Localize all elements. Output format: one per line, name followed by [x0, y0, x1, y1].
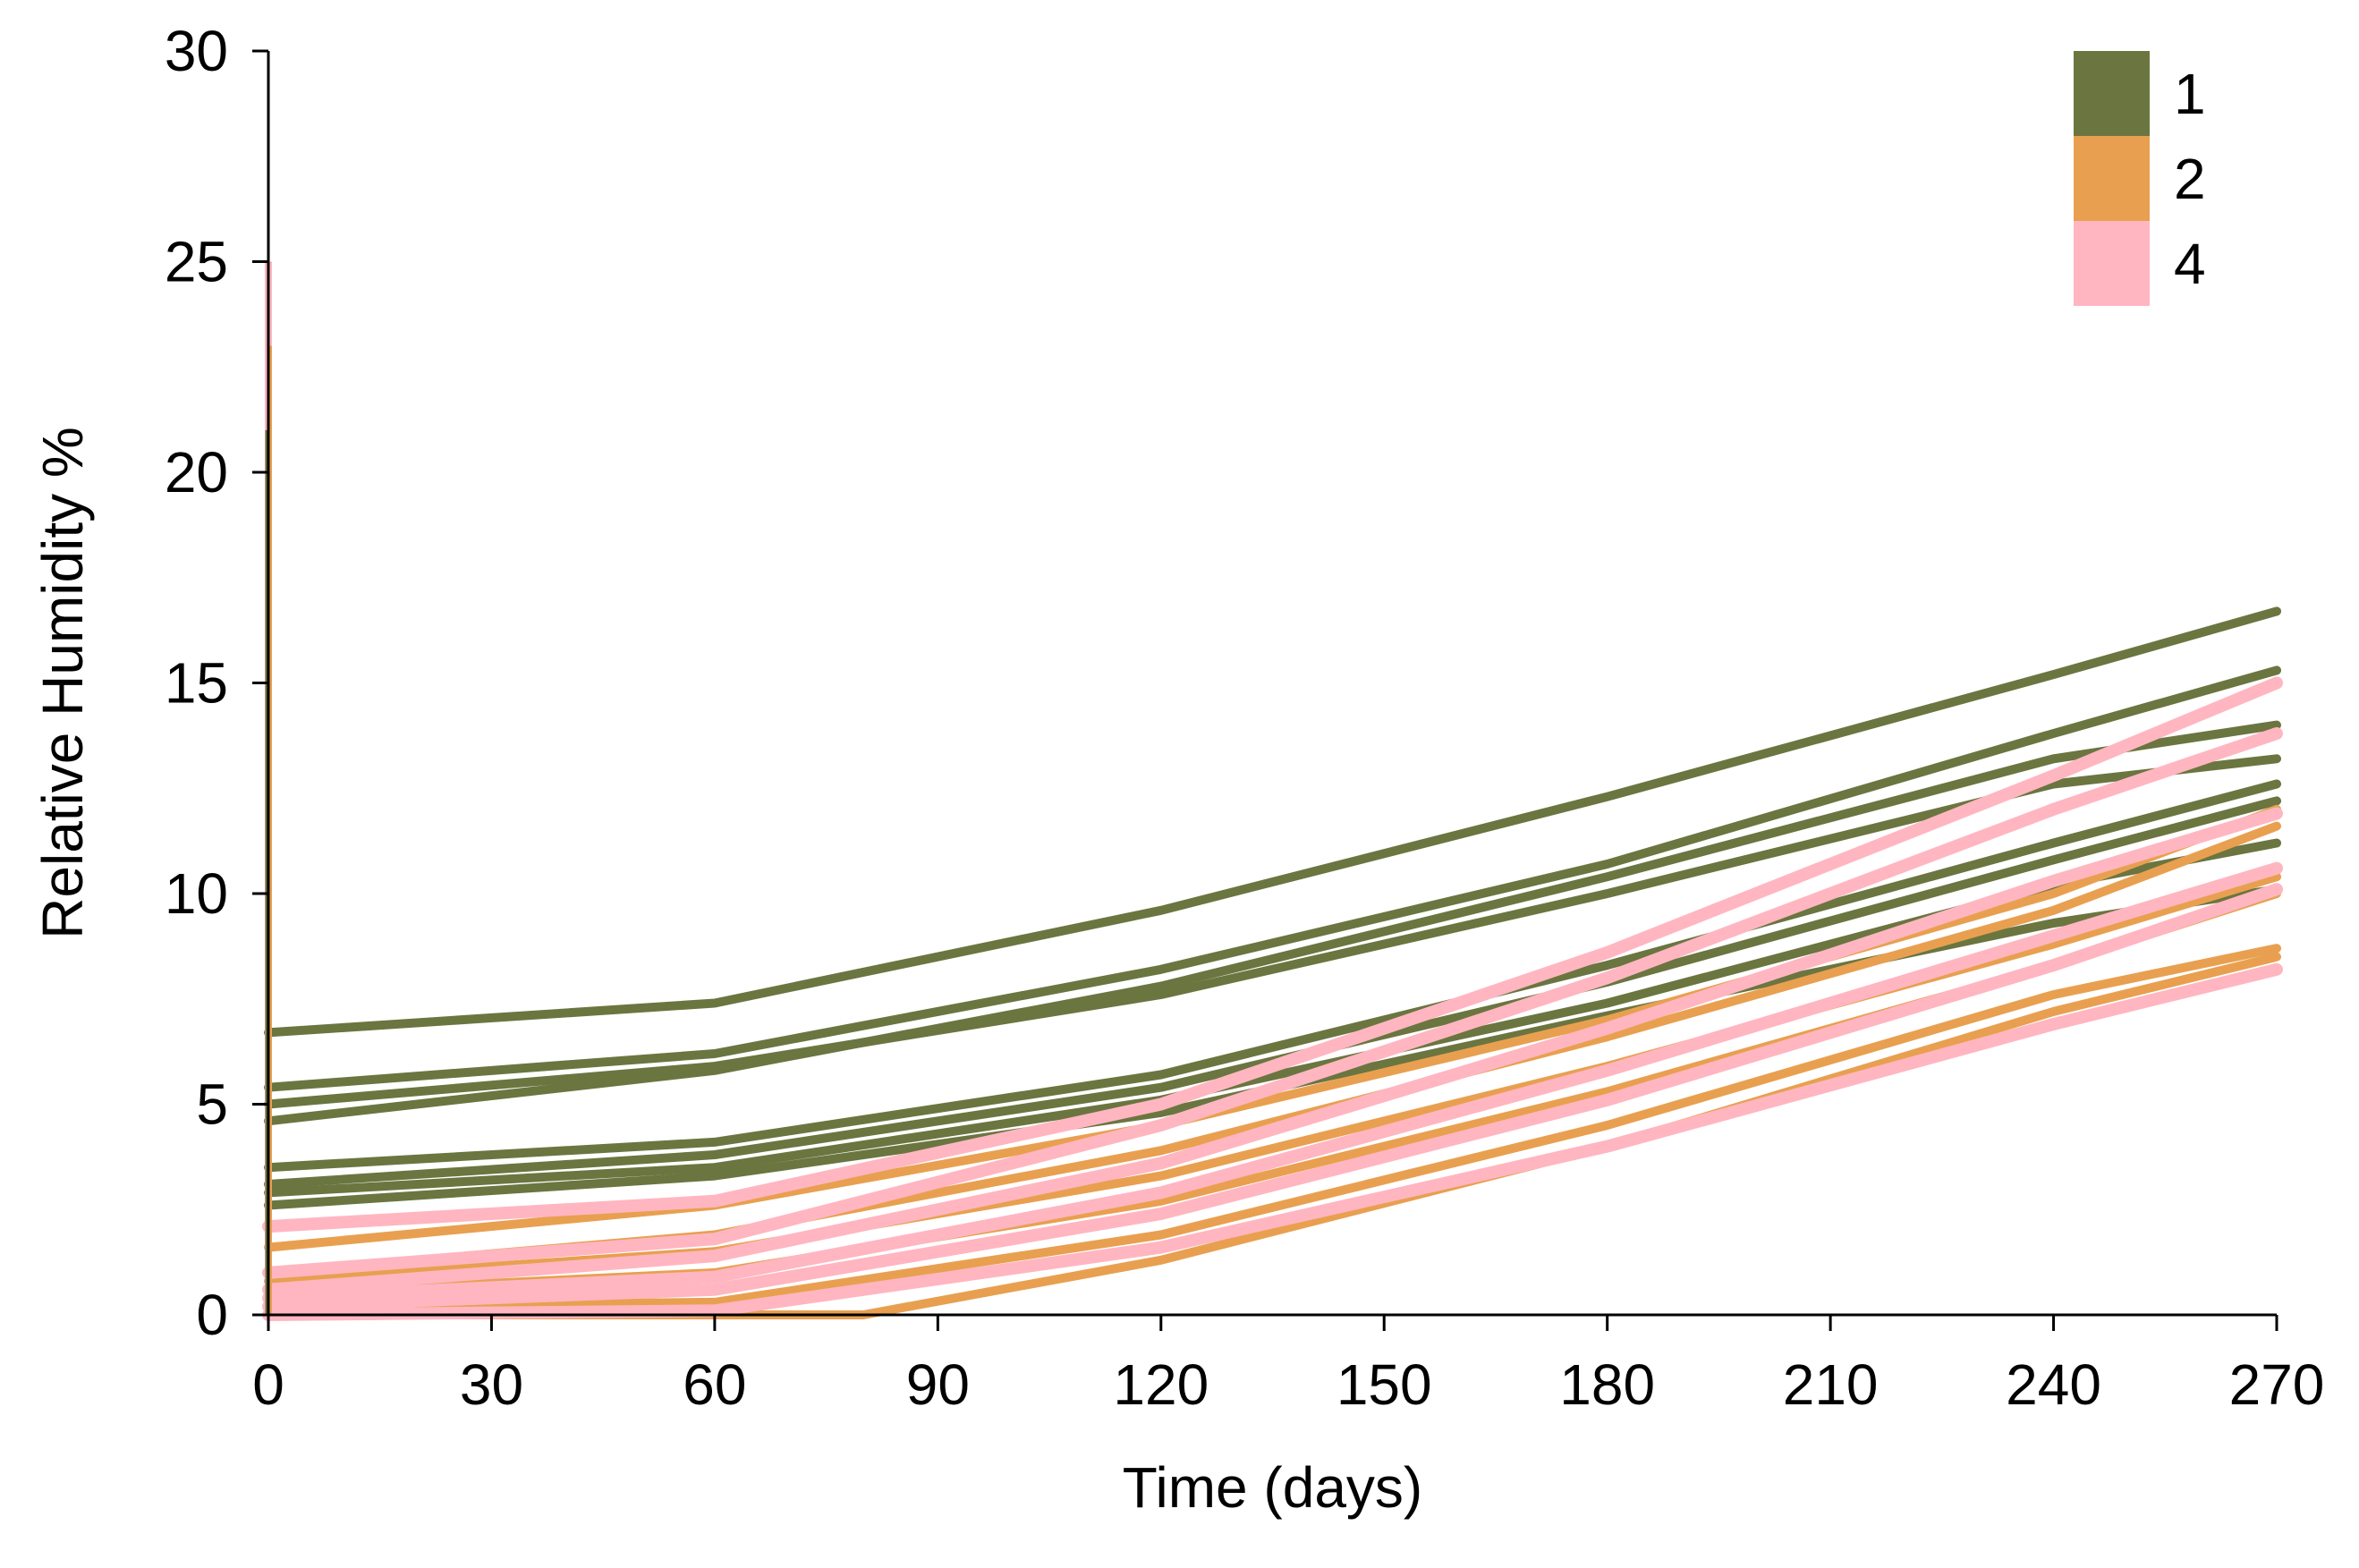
- y-tick-label-10: 10: [165, 861, 228, 926]
- series-line-group-1-3: [264, 720, 2281, 1126]
- series-line-group-4-16: [262, 727, 2283, 1279]
- x-tick-label-90: 90: [906, 1352, 970, 1417]
- y-tick-label-30: 30: [165, 19, 228, 83]
- x-tick-label-120: 120: [1113, 1352, 1209, 1417]
- series-line-group-4-18: [262, 861, 2283, 1305]
- series-line-group-1-4: [264, 754, 2281, 1109]
- y-tick-label-5: 5: [196, 1072, 228, 1137]
- y-axis-title: Relative Humidity %: [30, 427, 95, 939]
- series-line-group-1-2: [264, 665, 2281, 1092]
- x-tick-label-0: 0: [252, 1352, 284, 1417]
- series-line-group-4-20: [262, 962, 2283, 1321]
- series-line-group-1-5: [264, 779, 2281, 1173]
- y-tick-label-20: 20: [165, 440, 228, 504]
- x-tick-label-210: 210: [1783, 1352, 1879, 1417]
- legend-label-1: 1: [2174, 62, 2206, 126]
- series-line-group-2-13: [264, 944, 2281, 1311]
- y-tick-label-0: 0: [196, 1283, 228, 1347]
- series-line-group-1-8: [264, 885, 2281, 1210]
- x-tick-label-180: 180: [1559, 1352, 1655, 1417]
- legend: 1 2 4: [2074, 51, 2206, 306]
- legend-swatch-2: [2074, 136, 2150, 221]
- series-line-group-1-1: [264, 606, 2281, 1038]
- legend-label-2: 2: [2174, 147, 2206, 211]
- series-line-group-4-15: [262, 676, 2283, 1233]
- series-line-group-4-19: [262, 883, 2283, 1313]
- x-tick-label-150: 150: [1336, 1352, 1432, 1417]
- x-tick-label-270: 270: [2229, 1352, 2325, 1417]
- series-line-group-2-9: [264, 804, 2281, 1252]
- x-tick-label-240: 240: [2006, 1352, 2101, 1417]
- series-line-group-4-17: [262, 807, 2283, 1296]
- x-tick-label-30: 30: [460, 1352, 523, 1417]
- x-axis-title: Time (days): [1123, 1455, 1422, 1520]
- series-layer: [262, 261, 2283, 1321]
- axes: 0 5 10 15 20 25 30 0 30 60 90 120 150 180 210 240 270: [165, 19, 2325, 1417]
- legend-label-4: 4: [2174, 232, 2206, 296]
- legend-swatch-1: [2074, 51, 2150, 136]
- y-tick-label-25: 25: [165, 230, 228, 294]
- legend-swatch-4: [2074, 221, 2150, 306]
- x-tick-label-60: 60: [683, 1352, 746, 1417]
- y-tick-label-15: 15: [165, 651, 228, 716]
